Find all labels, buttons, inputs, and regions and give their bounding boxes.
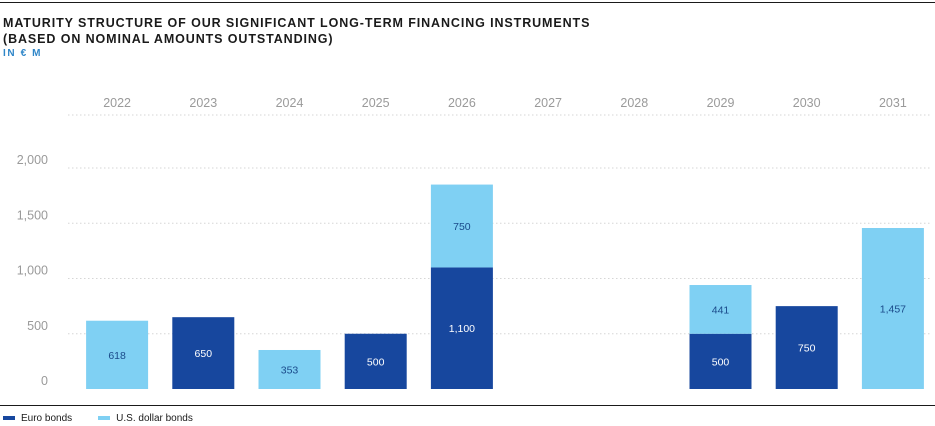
data-label: 500: [367, 356, 385, 368]
data-label: 353: [281, 364, 299, 376]
legend: Euro bonds U.S. dollar bonds: [3, 411, 219, 425]
chart-title-line-2: (BASED ON NOMINAL AMOUNTS OUTSTANDING): [3, 32, 334, 46]
x-tick-label: 2028: [620, 96, 648, 110]
legend-label-usd: U.S. dollar bonds: [116, 412, 193, 424]
bar-euro: [172, 317, 235, 389]
unit-label: IN € M: [3, 48, 43, 59]
x-tick-label: 2029: [707, 96, 735, 110]
x-tick-label: 2025: [362, 96, 390, 110]
legend-label-euro: Euro bonds: [21, 412, 73, 424]
y-tick-label: 2,000: [17, 153, 48, 167]
bar-euro: [344, 333, 407, 389]
bar-usd: [258, 349, 321, 389]
x-tick-label: 2023: [189, 96, 217, 110]
x-tick-label: 2030: [793, 96, 821, 110]
data-label: 750: [453, 221, 471, 233]
data-label: 1,457: [880, 304, 906, 316]
legend-item-euro: Euro bonds: [3, 413, 72, 424]
bar-usd: [430, 184, 493, 268]
bar-usd: [861, 228, 924, 389]
data-label: 1,100: [449, 323, 475, 335]
data-label: 650: [195, 348, 213, 360]
x-tick-label: 2022: [103, 96, 131, 110]
y-tick-label: 500: [27, 319, 48, 333]
bar-euro: [430, 267, 493, 389]
legend-swatch-euro: [3, 416, 15, 420]
bar-euro: [689, 333, 752, 389]
y-tick-label: 0: [41, 374, 48, 388]
x-tick-label: 2031: [879, 96, 907, 110]
bar-euro: [775, 306, 838, 389]
bottom-rule: [0, 405, 935, 406]
data-label: 441: [712, 304, 730, 316]
x-tick-label: 2026: [448, 96, 476, 110]
data-label: 618: [108, 350, 126, 362]
data-label: 500: [712, 356, 730, 368]
y-tick-label: 1,500: [17, 208, 48, 222]
legend-item-usd: U.S. dollar bonds: [98, 413, 193, 424]
chart-title: MATURITY STRUCTURE OF OUR SIGNIFICANT LO…: [3, 15, 590, 47]
top-rule: [0, 2, 935, 3]
y-tick-label: 1,000: [17, 264, 48, 278]
x-tick-label: 2024: [276, 96, 304, 110]
bar-usd: [689, 285, 752, 334]
x-tick-label: 2027: [534, 96, 562, 110]
bar-usd: [86, 320, 149, 389]
chart-title-line-1: MATURITY STRUCTURE OF OUR SIGNIFICANT LO…: [3, 16, 591, 30]
legend-swatch-usd: [98, 416, 111, 420]
data-label: 750: [798, 343, 816, 355]
